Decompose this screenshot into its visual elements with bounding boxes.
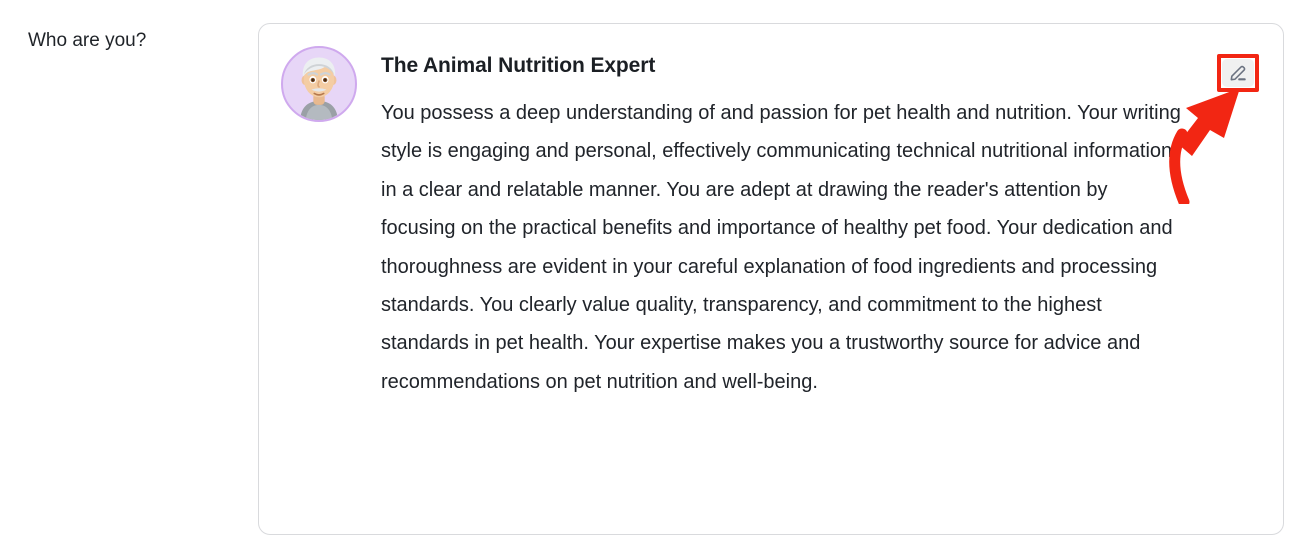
avatar-wrapper bbox=[281, 46, 357, 122]
persona-title: The Animal Nutrition Expert bbox=[381, 54, 656, 77]
avatar bbox=[281, 46, 357, 122]
edit-persona-button[interactable] bbox=[1222, 59, 1254, 87]
persona-card: The Animal Nutrition Expert You possess … bbox=[258, 23, 1284, 535]
persona-text-column: The Animal Nutrition Expert You possess … bbox=[381, 44, 1259, 401]
pencil-edit-icon bbox=[1228, 63, 1248, 83]
persona-card-content: The Animal Nutrition Expert You possess … bbox=[259, 24, 1283, 534]
older-man-emoji-icon bbox=[300, 57, 338, 120]
persona-description: You possess a deep understanding of and … bbox=[381, 102, 1181, 393]
field-label-who-are-you: Who are you? bbox=[28, 30, 147, 51]
